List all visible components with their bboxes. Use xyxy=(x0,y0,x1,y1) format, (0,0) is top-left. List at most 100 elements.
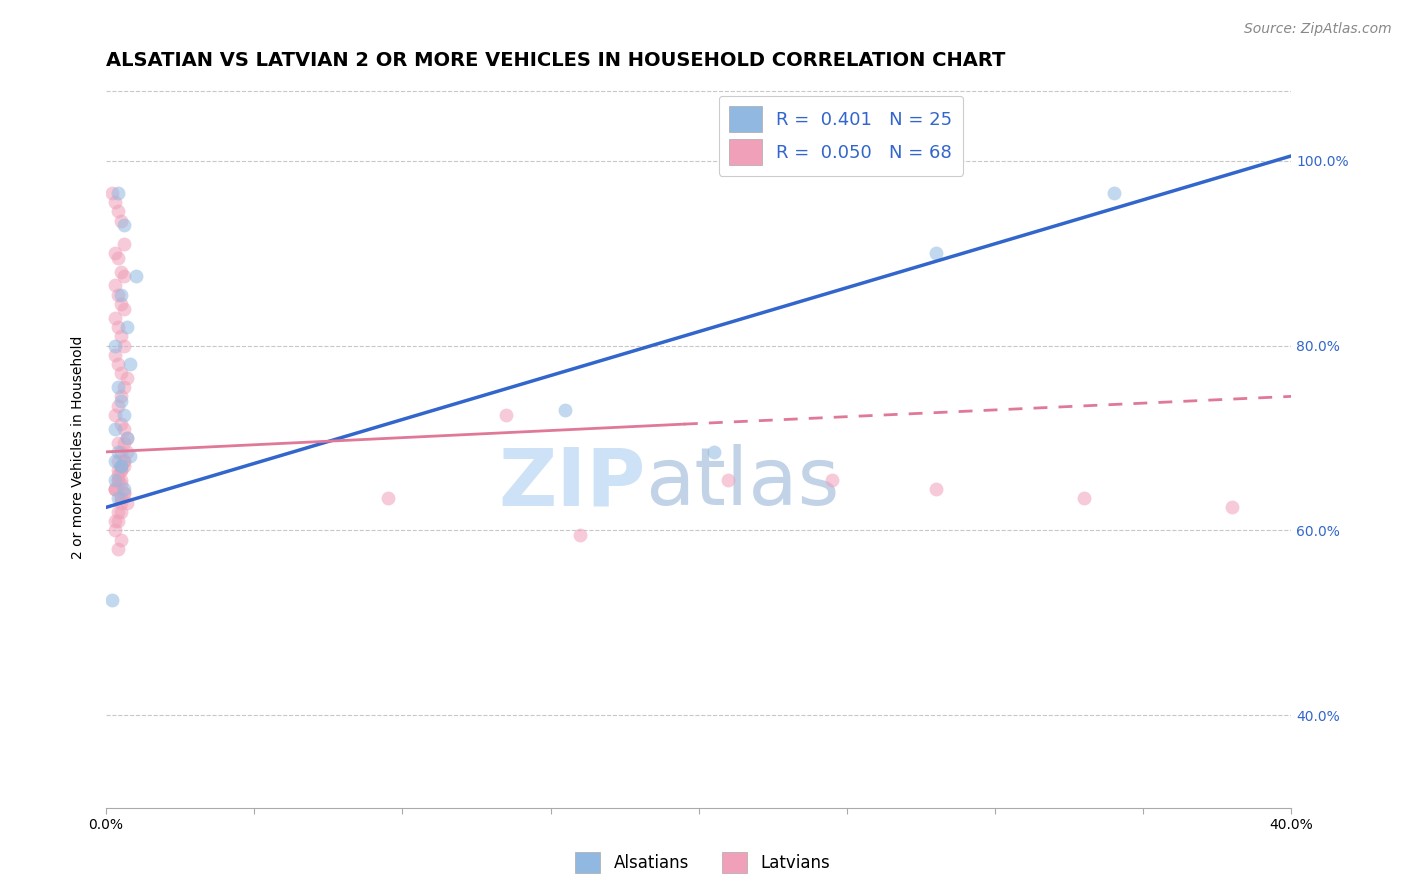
Point xyxy=(104,482,127,496)
Point xyxy=(104,482,127,496)
Point xyxy=(107,251,129,265)
Point xyxy=(104,348,127,362)
Point xyxy=(377,491,399,505)
Point xyxy=(104,454,127,468)
Point xyxy=(112,482,135,496)
Point xyxy=(107,357,129,371)
Point xyxy=(110,366,132,380)
Point xyxy=(110,463,132,477)
Point xyxy=(110,458,132,473)
Point xyxy=(107,505,129,519)
Point xyxy=(110,491,132,505)
Point xyxy=(101,592,124,607)
Point xyxy=(110,505,132,519)
Point xyxy=(125,269,148,284)
Point xyxy=(101,186,124,200)
Point xyxy=(110,533,132,547)
Point xyxy=(495,408,517,422)
Point xyxy=(112,380,135,394)
Point xyxy=(107,491,129,505)
Legend: R =  0.401   N = 25, R =  0.050   N = 68: R = 0.401 N = 25, R = 0.050 N = 68 xyxy=(718,95,963,176)
Point xyxy=(110,287,132,301)
Point xyxy=(104,482,127,496)
Point xyxy=(1073,491,1095,505)
Point xyxy=(115,320,138,334)
Point xyxy=(110,389,132,403)
Point xyxy=(925,246,948,260)
Point xyxy=(569,528,592,542)
Point xyxy=(107,463,129,477)
Point xyxy=(112,338,135,352)
Point xyxy=(110,473,132,487)
Point xyxy=(110,477,132,491)
Point xyxy=(110,445,132,459)
Point xyxy=(104,422,127,436)
Point xyxy=(1102,186,1125,200)
Point xyxy=(107,473,129,487)
Text: ALSATIAN VS LATVIAN 2 OR MORE VEHICLES IN HOUSEHOLD CORRELATION CHART: ALSATIAN VS LATVIAN 2 OR MORE VEHICLES I… xyxy=(105,51,1005,70)
Point xyxy=(104,246,127,260)
Point xyxy=(112,454,135,468)
Point xyxy=(112,219,135,233)
Point xyxy=(107,320,129,334)
Point xyxy=(110,394,132,409)
Point xyxy=(112,454,135,468)
Point xyxy=(115,496,138,510)
Text: ZIP: ZIP xyxy=(498,444,645,523)
Point xyxy=(107,541,129,556)
Point xyxy=(107,287,129,301)
Point xyxy=(104,310,127,325)
Text: Source: ZipAtlas.com: Source: ZipAtlas.com xyxy=(1244,22,1392,37)
Point xyxy=(107,186,129,200)
Point xyxy=(107,454,129,468)
Point xyxy=(115,431,138,445)
Point xyxy=(110,264,132,278)
Point xyxy=(104,473,127,487)
Point xyxy=(110,496,132,510)
Point xyxy=(104,408,127,422)
Point xyxy=(1220,500,1243,515)
Point xyxy=(115,371,138,385)
Point xyxy=(112,408,135,422)
Point xyxy=(104,338,127,352)
Point xyxy=(107,445,129,459)
Point xyxy=(110,463,132,477)
Legend: Alsatians, Latvians: Alsatians, Latvians xyxy=(569,846,837,880)
Point xyxy=(104,524,127,538)
Point xyxy=(112,236,135,251)
Point xyxy=(110,417,132,431)
Point xyxy=(107,468,129,483)
Point xyxy=(107,514,129,528)
Point xyxy=(107,204,129,219)
Point xyxy=(115,431,138,445)
Point xyxy=(115,445,138,459)
Point xyxy=(112,422,135,436)
Point xyxy=(104,195,127,210)
Y-axis label: 2 or more Vehicles in Household: 2 or more Vehicles in Household xyxy=(72,335,86,559)
Point xyxy=(925,482,948,496)
Text: atlas: atlas xyxy=(645,444,839,523)
Point xyxy=(702,445,724,459)
Point xyxy=(821,473,844,487)
Point xyxy=(110,297,132,311)
Point xyxy=(717,473,740,487)
Point xyxy=(554,403,576,417)
Point xyxy=(110,213,132,227)
Point xyxy=(118,357,141,371)
Point xyxy=(104,514,127,528)
Point xyxy=(110,458,132,473)
Point xyxy=(107,399,129,413)
Point xyxy=(107,380,129,394)
Point xyxy=(118,450,141,464)
Point xyxy=(112,269,135,284)
Point xyxy=(104,278,127,293)
Point xyxy=(112,435,135,450)
Point xyxy=(110,329,132,343)
Point xyxy=(107,435,129,450)
Point xyxy=(112,301,135,316)
Point xyxy=(110,491,132,505)
Point xyxy=(107,473,129,487)
Point xyxy=(112,486,135,500)
Point xyxy=(112,458,135,473)
Point xyxy=(112,486,135,500)
